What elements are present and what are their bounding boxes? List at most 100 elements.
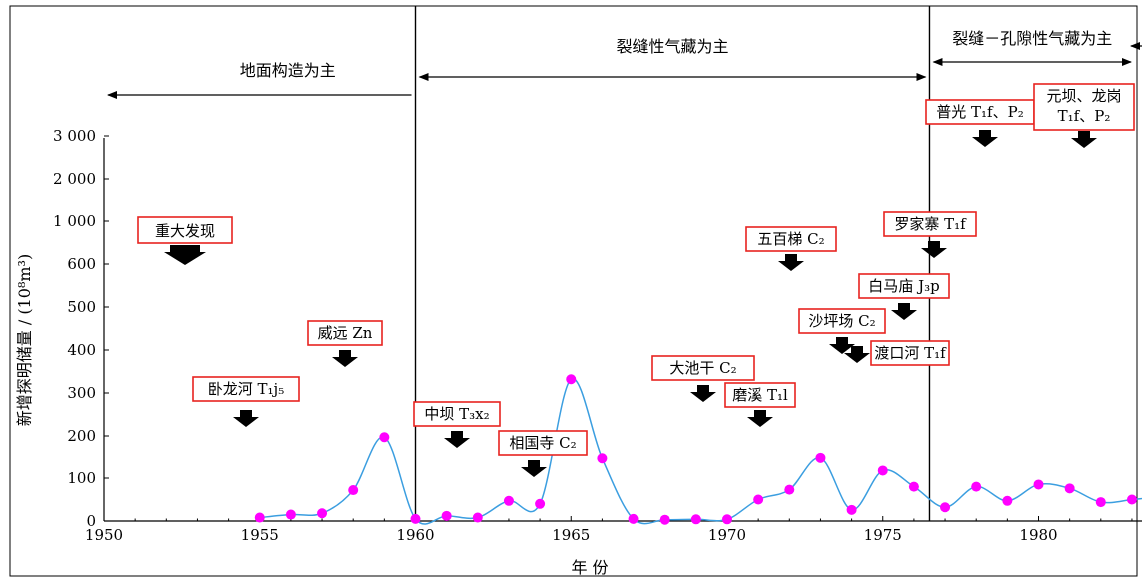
annotation-label: 磨溪 T₁l [724,382,796,408]
legend-arrow-icon [164,245,206,265]
x-tick-label: 1960 [396,526,434,544]
data-point [753,494,764,505]
data-point [1095,497,1106,508]
annotation-text: 磨溪 T₁l [732,386,788,404]
x-tick-label: 1965 [552,526,590,544]
annotation-text: 渡口河 T₁f [874,344,947,362]
annotation-text: 沙坪场 C₂ [808,312,875,330]
annotation-text: T₁f、P₂ [1058,107,1111,125]
x-tick-label: 1950 [85,526,123,544]
era-label: 裂缝－孔隙性气藏为主 [952,29,1112,48]
annotation-label: 渡口河 T₁f [870,340,950,366]
data-point [597,453,608,464]
annotation-box [1033,83,1135,131]
annotation-label: 五百梯 C₂ [745,226,837,252]
annotation-box [745,226,837,252]
x-tick-label: 1970 [708,526,746,544]
y-tick-label: 3 000 [53,127,96,145]
annotation-arrow-icon [1071,131,1097,148]
annotation-label: 威远 Zn [307,320,383,346]
annotation-box [925,99,1035,125]
x-axis-title: 年 份 [571,558,608,577]
annotation-arrow-icon [778,254,804,271]
annotation-arrow-icon [844,346,870,363]
data-point [940,502,951,513]
data-point [348,485,359,496]
annotation-text: 中坝 T₃x₂ [424,405,489,423]
x-tick-label: 1955 [241,526,279,544]
data-point [254,512,265,523]
data-point [1126,494,1137,505]
series [254,374,1142,525]
annotation-label: 相国寺 C₂ [498,430,588,456]
data-point [566,374,577,385]
data-point [659,514,670,525]
annotation-label: 白马庙 J₃p [858,273,950,299]
annotation-text: 普光 T₁f、P₂ [936,103,1023,121]
annotation-arrow-icon [233,410,259,427]
annotation-box [870,340,950,366]
discovery-annotations: 卧龙河 T₁j₅ 威远 Zn 中坝 T₃x₂ 相国寺 C₂ 大池干 C₂ 磨溪 T₁l 五百… [192,83,1135,477]
annotation-box [883,211,977,237]
legend-text: 重大发现 [155,222,215,240]
data-point [846,504,857,515]
annotation-text: 元坝、龙岗 [1046,87,1121,105]
annotation-text: 威远 Zn [318,324,373,342]
annotation-label: 普光 T₁f、P₂ [925,99,1035,125]
annotation-arrow-icon [521,460,547,477]
annotation-box [798,308,886,334]
data-point [1002,495,1013,506]
annotation-arrow-icon [829,337,855,354]
y-tick-label: 1 000 [53,212,96,230]
data-point [410,513,421,524]
y-tick-label: 500 [67,298,96,316]
annotation-arrow-icon [690,385,716,402]
annotation-label: 沙坪场 C₂ [798,308,886,334]
y-tick-label: 200 [67,427,96,445]
annotation-arrow-icon [747,410,773,427]
annotation-text: 白马庙 J₃p [868,277,939,295]
data-point [1064,483,1075,494]
data-point [285,509,296,520]
data-point [971,481,982,492]
annotation-label: 大池干 C₂ [651,355,755,381]
era-label: 裂缝性气藏为主 [616,37,728,56]
annotation-arrow-icon [972,130,998,147]
data-point [503,495,514,506]
data-point [877,465,888,476]
era-dividers [414,6,931,521]
legend-box [137,216,233,244]
data-point [317,508,328,519]
x-tick-label: 1975 [864,526,902,544]
annotation-arrow-icon [921,241,947,258]
data-point [722,514,732,525]
annotation-arrow-icon [332,350,358,367]
annotation-box [651,355,755,381]
y-tick-label: 0 [86,512,96,530]
annotation-arrow-icon [444,431,470,448]
annotation-label: 中坝 T₃x₂ [413,401,501,427]
annotation-box [192,376,300,402]
data-point [815,452,826,463]
y-axis-title: 新增探明储量 / (10⁸m³) [15,254,34,426]
chart-frame [9,5,1138,577]
annotation-box [724,382,796,408]
data-point [784,484,795,495]
axes: 1950195519601965197019751980198519901995… [53,127,1142,544]
era-label: 地面构造为主 [240,61,336,80]
annotation-text: 卧龙河 T₁j₅ [208,380,284,398]
y-tick-label: 300 [67,384,96,402]
legend-label: 重大发现 [137,216,233,244]
annotation-arrow-icon [891,303,917,320]
y-tick-label: 400 [67,341,96,359]
data-point [379,432,390,443]
x-tick-label: 1980 [1019,526,1057,544]
y-tick-label: 2 000 [53,170,96,188]
annotation-box [307,320,383,346]
annotation-text: 大池干 C₂ [669,359,736,377]
annotation-box [413,401,501,427]
data-point [908,481,919,492]
data-point [690,514,701,525]
